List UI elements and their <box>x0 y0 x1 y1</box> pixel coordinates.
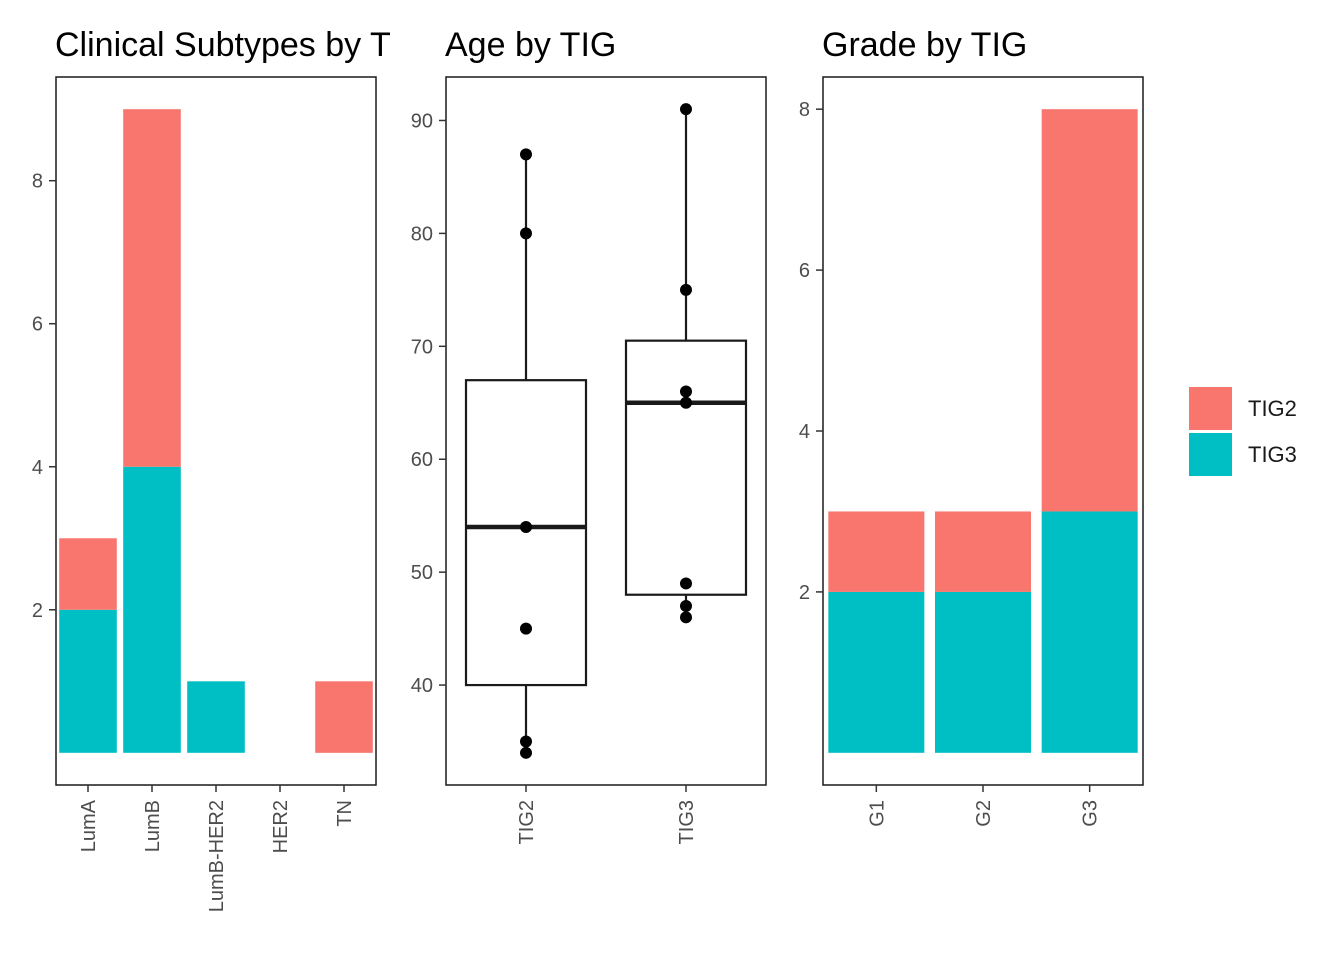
x-tick-label: LumA <box>78 799 100 852</box>
x-tick-label: TIG2 <box>516 800 538 844</box>
x-tick-label: G3 <box>1080 800 1102 827</box>
bar-tig3-luma <box>59 609 117 753</box>
box-tig3 <box>624 339 748 596</box>
age-boxplot-panel: Age by TIG 40 50 60 70 80 90 TIG2 TIG3 <box>411 26 767 844</box>
x-tick-label: G1 <box>866 800 888 827</box>
x-tick-label: LumB <box>142 800 164 852</box>
grade-panel: Grade by TIG 2 4 6 8 G1 G2 G3 <box>799 26 1144 827</box>
bar-tig3-g3 <box>1041 511 1138 753</box>
y-tick-label: 2 <box>799 582 810 604</box>
y-tick-label: 40 <box>411 675 433 697</box>
bar-tig2-g1 <box>828 511 925 592</box>
y-tick-label: 6 <box>799 260 810 282</box>
data-point-tig2 <box>520 227 532 240</box>
legend-swatch-tig3 <box>1189 433 1232 476</box>
chart-title: Clinical Subtypes by T <box>55 26 391 64</box>
y-tick-label: 50 <box>411 562 433 584</box>
legend-label-tig2: TIG2 <box>1248 396 1297 421</box>
y-tick-label: 70 <box>411 336 433 358</box>
clinical-subtypes-panel: Clinical Subtypes by T 2 4 6 8 LumA LumB LumB-H… <box>32 26 391 912</box>
data-point-tig3 <box>680 600 692 613</box>
data-point-tig3 <box>680 283 692 296</box>
x-tick-label: HER2 <box>270 800 292 853</box>
bar-tig2-lumb <box>123 109 181 467</box>
legend-swatch-tig2 <box>1189 387 1232 430</box>
y-tick-label: 90 <box>411 110 433 132</box>
y-tick-label: 4 <box>799 421 810 443</box>
bar-tig2-g3 <box>1041 109 1138 512</box>
legend-label-tig3: TIG3 <box>1248 442 1297 467</box>
bar-tig3-lumb-her2 <box>187 681 245 753</box>
data-point-tig2 <box>520 520 532 533</box>
bar-tig2-luma <box>59 538 117 610</box>
data-point-tig3 <box>680 103 692 116</box>
y-tick-label: 6 <box>32 314 43 336</box>
data-point-tig2 <box>520 148 532 161</box>
y-tick-label: 8 <box>799 99 810 121</box>
x-tick-label: G2 <box>973 800 995 827</box>
bar-tig3-lumb <box>123 466 181 753</box>
x-tick-label: TIG3 <box>676 800 698 844</box>
chart-title: Grade by TIG <box>822 26 1027 64</box>
data-point-tig3 <box>680 396 692 409</box>
x-tick-label: LumB-HER2 <box>206 800 228 912</box>
y-tick-label: 8 <box>32 171 43 193</box>
data-point-tig3 <box>680 611 692 624</box>
y-tick-label: 60 <box>411 449 433 471</box>
data-point-tig3 <box>680 385 692 398</box>
chart-title: Age by TIG <box>445 26 616 64</box>
x-tick-label: TN <box>334 800 356 827</box>
data-point-tig2 <box>520 622 532 635</box>
bar-tig3-g1 <box>828 591 925 753</box>
y-tick-label: 80 <box>411 223 433 245</box>
bar-tig3-g2 <box>935 591 1031 753</box>
legend: TIG2 TIG3 <box>1189 387 1297 476</box>
panel-border <box>445 76 767 786</box>
data-point-tig2 <box>520 746 532 759</box>
data-point-tig2 <box>520 735 532 748</box>
bar-tig2-g2 <box>935 511 1031 592</box>
y-tick-label: 2 <box>32 600 43 622</box>
bar-tig2-tn <box>315 681 373 753</box>
y-tick-label: 4 <box>32 457 43 479</box>
data-point-tig3 <box>680 577 692 590</box>
